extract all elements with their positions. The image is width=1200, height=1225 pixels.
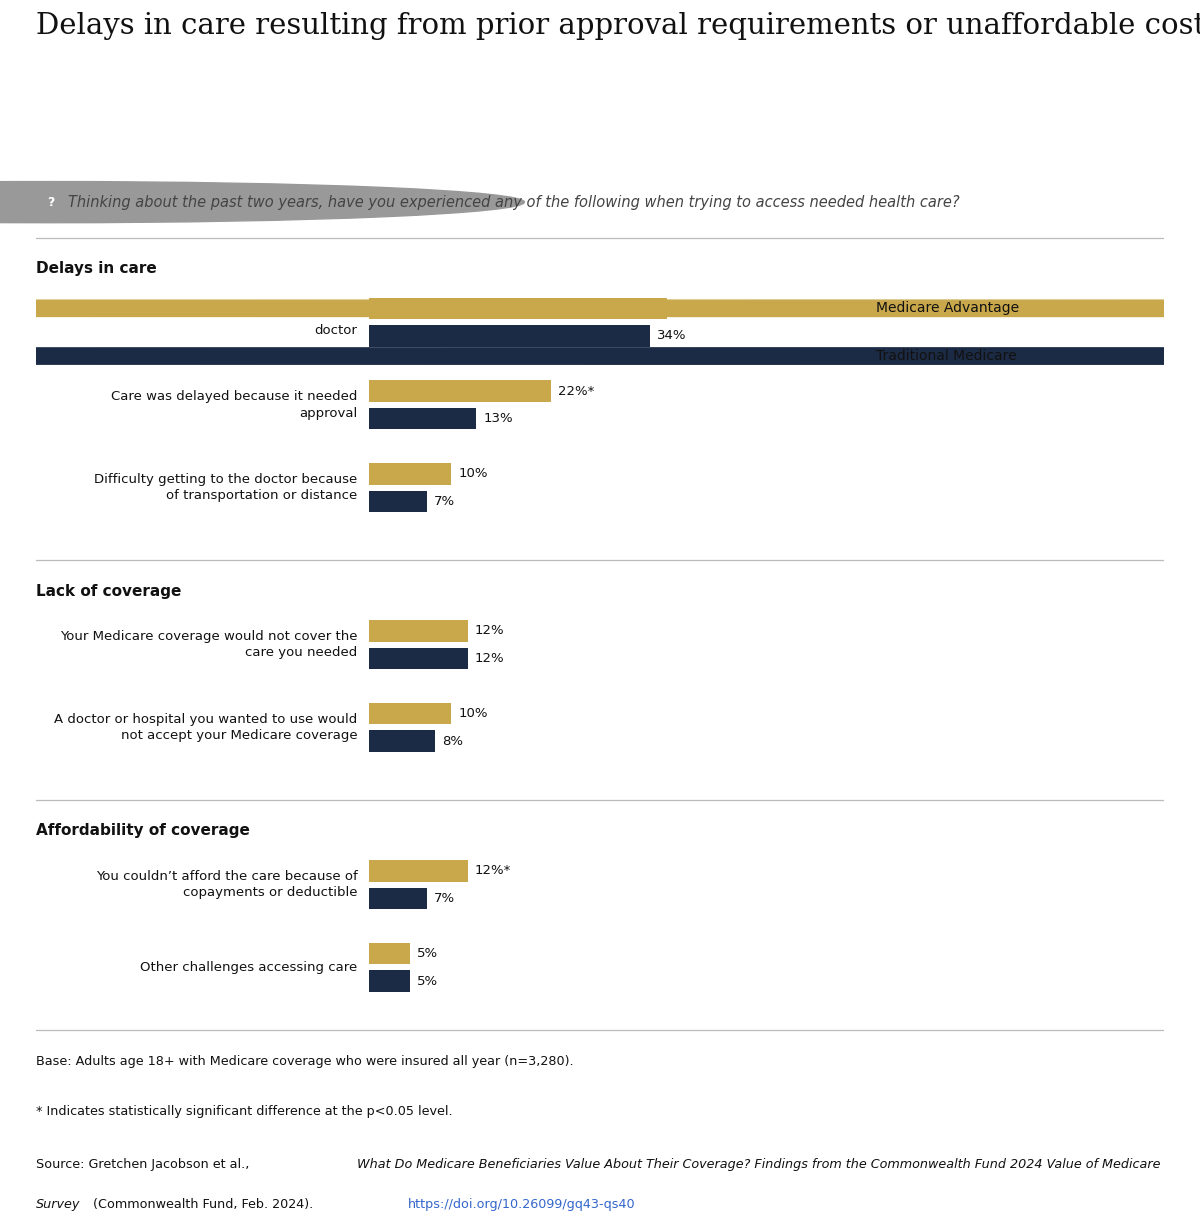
Text: ?: ? [47, 196, 54, 208]
Text: Survey: Survey [36, 1198, 80, 1210]
Text: Affordability of coverage: Affordability of coverage [36, 823, 250, 838]
Text: Care was delayed because it needed
approval: Care was delayed because it needed appro… [112, 390, 358, 420]
Text: 12%: 12% [475, 652, 504, 665]
Text: 7%: 7% [433, 892, 455, 905]
Text: Your Medicare coverage would not cover the
care you needed: Your Medicare coverage would not cover t… [60, 630, 358, 659]
Bar [368, 703, 451, 724]
Circle shape [0, 348, 1200, 364]
Text: Difficulty getting to the doctor because
of transportation or distance: Difficulty getting to the doctor because… [95, 473, 358, 502]
Text: 10%: 10% [458, 707, 487, 720]
Bar [368, 888, 427, 909]
Text: A doctor or hospital you wanted to use would
not accept your Medicare coverage: A doctor or hospital you wanted to use w… [54, 713, 358, 742]
Text: Delays in care: Delays in care [36, 261, 157, 276]
Text: Medicare Advantage: Medicare Advantage [876, 301, 1020, 315]
Circle shape [0, 300, 1200, 316]
Bar [368, 860, 468, 882]
Bar [368, 970, 410, 992]
Text: 7%: 7% [433, 495, 455, 508]
Text: 5%: 5% [416, 947, 438, 960]
Text: 12%*: 12%* [475, 865, 511, 877]
Bar [368, 463, 451, 485]
Bar [368, 620, 468, 642]
Text: Thinking about the past two years, have you experienced any of the following whe: Thinking about the past two years, have … [67, 195, 959, 209]
Bar [368, 408, 476, 430]
Text: 10%: 10% [458, 467, 487, 480]
Text: Source: Gretchen Jacobson et al.,: Source: Gretchen Jacobson et al., [36, 1159, 253, 1171]
Bar [368, 380, 551, 402]
Text: 36%: 36% [673, 301, 703, 315]
Bar [368, 298, 666, 318]
Text: What Do Medicare Beneficiaries Value About Their Coverage? Findings from the Com: What Do Medicare Beneficiaries Value Abo… [358, 1159, 1160, 1171]
Circle shape [0, 181, 524, 223]
Text: 13%: 13% [484, 412, 512, 425]
Text: Delays in care resulting from prior approval requirements or unaffordable cost-s: Delays in care resulting from prior appr… [36, 12, 1200, 40]
Text: Lack of coverage: Lack of coverage [36, 583, 181, 599]
Text: 34%: 34% [656, 330, 686, 343]
Bar [368, 648, 468, 669]
Text: Traditional Medicare: Traditional Medicare [876, 349, 1016, 363]
Text: https://doi.org/10.26099/gq43-qs40: https://doi.org/10.26099/gq43-qs40 [408, 1198, 636, 1210]
Text: 8%: 8% [442, 735, 463, 747]
Text: * Indicates statistically significant difference at the p<0.05 level.: * Indicates statistically significant di… [36, 1105, 452, 1118]
Bar [368, 325, 650, 347]
Bar [368, 943, 410, 964]
Text: 5%: 5% [416, 975, 438, 987]
Text: You couldn’t afford the care because of
copayments or deductible: You couldn’t afford the care because of … [96, 870, 358, 899]
Text: (Commonwealth Fund, Feb. 2024).: (Commonwealth Fund, Feb. 2024). [89, 1198, 317, 1210]
Text: Waited more than 1 month to see a
doctor: Waited more than 1 month to see a doctor [120, 307, 358, 337]
Text: Other challenges accessing care: Other challenges accessing care [140, 960, 358, 974]
Bar [368, 491, 427, 512]
Bar [368, 730, 434, 752]
Text: Base: Adults age 18+ with Medicare coverage who were insured all year (n=3,280).: Base: Adults age 18+ with Medicare cover… [36, 1056, 574, 1068]
Text: 12%: 12% [475, 625, 504, 637]
Text: 22%*: 22%* [558, 385, 594, 398]
